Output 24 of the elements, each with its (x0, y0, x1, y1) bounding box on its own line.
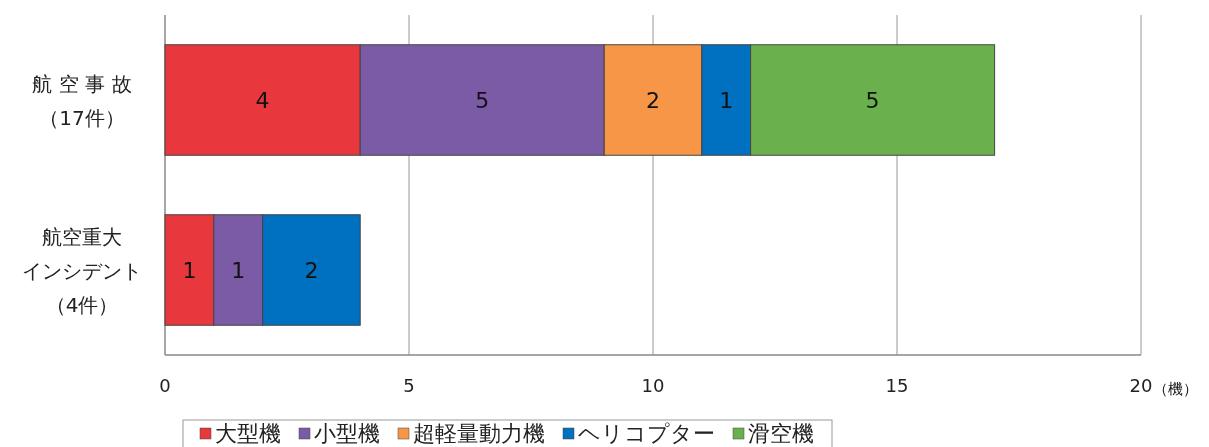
x-tick-label: 15 (885, 375, 909, 396)
legend-label: ヘリコプター (578, 421, 715, 446)
data-label: 5 (865, 88, 880, 113)
data-label: 4 (255, 88, 270, 113)
legend-label: 小型機 (314, 421, 380, 446)
bar (701, 44, 752, 156)
x-tick-label: 20 (1129, 375, 1153, 396)
y-tick-label: 航空重大インシデント（4件） (22, 225, 142, 317)
超軽量動力機: 2 (603, 44, 703, 156)
x-tick-label: 10 (641, 375, 665, 396)
legend-label: 大型機 (215, 421, 281, 446)
x-tick-label: 0 (159, 375, 171, 396)
y-tick-label: 航 空 事 故（17件） (32, 72, 132, 130)
x-tick-label: 5 (403, 375, 415, 396)
x-axis-title: （機） (1153, 380, 1198, 398)
滑空機: 5 (750, 44, 996, 156)
legend-label: 超軽量動力機 (413, 421, 545, 446)
legend-label: 滑空機 (748, 421, 814, 446)
data-label: 2 (304, 258, 319, 283)
data-label: 2 (646, 88, 660, 113)
data-label: 5 (475, 88, 490, 113)
data-label: 1 (719, 88, 734, 113)
data-label: 1 (231, 258, 246, 283)
data-label: 1 (182, 258, 197, 283)
